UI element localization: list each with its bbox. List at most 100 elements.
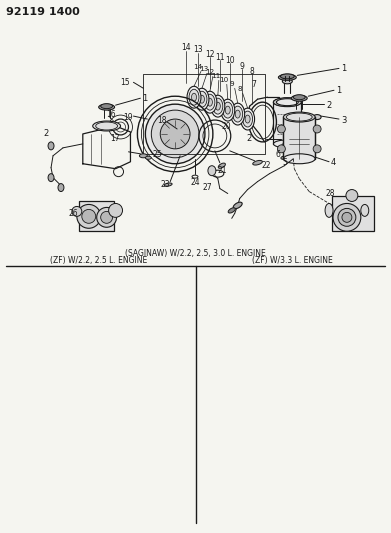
Ellipse shape xyxy=(48,142,54,150)
Circle shape xyxy=(313,125,321,133)
Text: 11: 11 xyxy=(215,53,224,62)
Text: 24: 24 xyxy=(190,178,200,187)
Circle shape xyxy=(277,125,285,133)
Ellipse shape xyxy=(225,106,230,114)
Ellipse shape xyxy=(187,86,201,108)
Text: 15: 15 xyxy=(120,78,130,87)
Ellipse shape xyxy=(228,208,235,213)
Circle shape xyxy=(338,208,356,227)
Text: 11: 11 xyxy=(211,74,221,79)
Ellipse shape xyxy=(276,99,298,106)
Ellipse shape xyxy=(208,166,216,176)
Text: 14: 14 xyxy=(181,43,191,52)
Ellipse shape xyxy=(199,95,204,103)
Ellipse shape xyxy=(223,102,233,118)
Ellipse shape xyxy=(286,113,312,121)
Ellipse shape xyxy=(189,89,199,105)
Ellipse shape xyxy=(195,88,209,110)
Text: 19: 19 xyxy=(124,112,133,122)
Text: 13: 13 xyxy=(199,67,208,72)
Ellipse shape xyxy=(300,155,309,160)
Ellipse shape xyxy=(241,108,255,130)
Ellipse shape xyxy=(211,95,225,117)
Circle shape xyxy=(100,212,113,223)
Text: 8: 8 xyxy=(249,67,254,76)
Text: 9: 9 xyxy=(239,62,244,71)
Text: 12: 12 xyxy=(205,50,215,59)
Ellipse shape xyxy=(283,154,315,164)
Text: 14: 14 xyxy=(194,64,203,70)
Ellipse shape xyxy=(207,98,212,106)
Ellipse shape xyxy=(233,202,242,209)
Text: 3: 3 xyxy=(341,116,346,125)
Ellipse shape xyxy=(93,121,120,131)
Text: 26: 26 xyxy=(69,209,79,218)
Text: 2: 2 xyxy=(326,101,331,110)
Circle shape xyxy=(346,190,358,201)
Ellipse shape xyxy=(235,110,240,118)
Ellipse shape xyxy=(58,183,64,191)
Text: 10: 10 xyxy=(225,56,235,65)
Ellipse shape xyxy=(192,93,197,101)
Ellipse shape xyxy=(245,115,250,123)
Ellipse shape xyxy=(313,115,321,119)
Circle shape xyxy=(72,206,82,216)
Bar xyxy=(283,117,315,159)
Text: 4: 4 xyxy=(331,158,336,167)
Circle shape xyxy=(82,209,96,223)
Text: 17: 17 xyxy=(111,134,120,143)
Text: 2: 2 xyxy=(43,130,48,139)
Text: 7: 7 xyxy=(251,80,256,89)
Text: 1: 1 xyxy=(142,94,148,103)
Circle shape xyxy=(151,110,199,158)
Ellipse shape xyxy=(293,95,305,100)
Ellipse shape xyxy=(205,94,215,110)
Ellipse shape xyxy=(291,95,307,101)
Circle shape xyxy=(97,207,117,227)
Ellipse shape xyxy=(278,75,296,80)
Bar xyxy=(79,201,114,231)
Ellipse shape xyxy=(233,106,243,122)
Ellipse shape xyxy=(280,74,294,79)
Circle shape xyxy=(313,145,321,153)
Ellipse shape xyxy=(231,103,245,125)
Ellipse shape xyxy=(273,98,301,106)
Text: 25: 25 xyxy=(152,150,162,159)
Circle shape xyxy=(77,205,100,228)
Ellipse shape xyxy=(282,79,292,84)
Ellipse shape xyxy=(218,163,225,168)
Ellipse shape xyxy=(273,140,301,148)
Text: 1: 1 xyxy=(336,86,341,95)
Ellipse shape xyxy=(197,91,207,107)
Text: 1: 1 xyxy=(341,64,346,73)
Circle shape xyxy=(145,104,205,164)
Ellipse shape xyxy=(203,91,217,113)
Circle shape xyxy=(109,204,122,217)
Ellipse shape xyxy=(96,122,118,130)
Ellipse shape xyxy=(215,102,220,110)
Ellipse shape xyxy=(325,204,333,217)
Ellipse shape xyxy=(361,205,369,216)
Text: (ZF) W/3.3 L. ENGINE: (ZF) W/3.3 L. ENGINE xyxy=(252,255,333,264)
Text: 13: 13 xyxy=(193,45,203,54)
Text: 2: 2 xyxy=(246,134,251,143)
Ellipse shape xyxy=(140,154,147,158)
Text: 21: 21 xyxy=(218,166,227,175)
Ellipse shape xyxy=(273,98,301,107)
Text: 12: 12 xyxy=(205,69,215,75)
Ellipse shape xyxy=(145,156,151,159)
Text: 27: 27 xyxy=(202,183,212,192)
Ellipse shape xyxy=(100,103,113,109)
Ellipse shape xyxy=(99,104,115,110)
Text: 6: 6 xyxy=(275,150,280,159)
Ellipse shape xyxy=(213,98,223,114)
Bar xyxy=(332,196,374,231)
Ellipse shape xyxy=(48,174,54,182)
Circle shape xyxy=(333,204,361,231)
Text: 9: 9 xyxy=(230,82,234,87)
Text: 20: 20 xyxy=(222,122,231,131)
Ellipse shape xyxy=(243,111,253,127)
Circle shape xyxy=(160,119,190,149)
Text: 16: 16 xyxy=(107,110,116,118)
Text: (SAGINAW) W/2.2, 2.5, 3.0 L. ENGINE: (SAGINAW) W/2.2, 2.5, 3.0 L. ENGINE xyxy=(125,248,265,257)
